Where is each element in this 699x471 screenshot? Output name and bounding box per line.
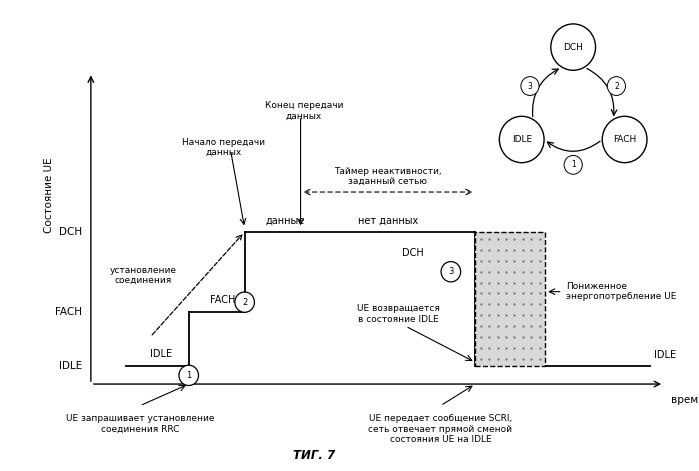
Text: данные: данные	[266, 216, 305, 226]
Circle shape	[179, 365, 199, 385]
Text: 1: 1	[571, 160, 575, 170]
Text: 1: 1	[186, 371, 192, 380]
Text: нет данных: нет данных	[358, 216, 418, 226]
Circle shape	[521, 77, 539, 96]
Text: IDLE: IDLE	[512, 135, 532, 144]
Text: 3: 3	[528, 81, 533, 90]
Text: IDLE: IDLE	[59, 361, 82, 371]
Circle shape	[564, 155, 582, 174]
Bar	[475, 232, 545, 366]
Bar	[475, 232, 545, 366]
Text: время: время	[671, 395, 699, 405]
Circle shape	[235, 292, 254, 312]
Text: Таймер неактивности,
заданный сетью: Таймер неактивности, заданный сетью	[334, 167, 442, 186]
Circle shape	[499, 116, 544, 162]
Text: Пониженное
энергопотребление UE: Пониженное энергопотребление UE	[566, 282, 677, 301]
Text: 2: 2	[242, 298, 247, 307]
Circle shape	[607, 77, 626, 96]
Text: IDLE: IDLE	[654, 350, 676, 360]
Text: ΤИГ. 7: ΤИГ. 7	[294, 449, 336, 463]
Text: Начало передачи
данных: Начало передачи данных	[182, 138, 265, 157]
Text: UE запрашивает установление
соединения RRC: UE запрашивает установление соединения R…	[66, 414, 214, 434]
Text: FACH: FACH	[613, 135, 636, 144]
Text: DCH: DCH	[59, 227, 82, 237]
Text: 2: 2	[614, 81, 619, 90]
Text: DCH: DCH	[563, 42, 583, 52]
Text: Состояние UE: Состояние UE	[44, 158, 54, 234]
Text: FACH: FACH	[55, 307, 82, 317]
Text: установление
соединения: установление соединения	[110, 266, 177, 285]
Text: FACH: FACH	[210, 295, 235, 305]
Text: Конец передачи
данных: Конец передачи данных	[265, 101, 343, 121]
Text: DCH: DCH	[401, 248, 424, 258]
Text: UE передает сообщение SCRI,
сеть отвечает прямой сменой
состояния UE на IDLE: UE передает сообщение SCRI, сеть отвечае…	[368, 414, 512, 444]
Text: IDLE: IDLE	[150, 349, 172, 359]
Circle shape	[551, 24, 596, 70]
Text: UE возвращается
в состояние IDLE: UE возвращается в состояние IDLE	[357, 304, 440, 324]
Circle shape	[441, 261, 461, 282]
Circle shape	[603, 116, 647, 162]
Text: 3: 3	[448, 267, 454, 276]
